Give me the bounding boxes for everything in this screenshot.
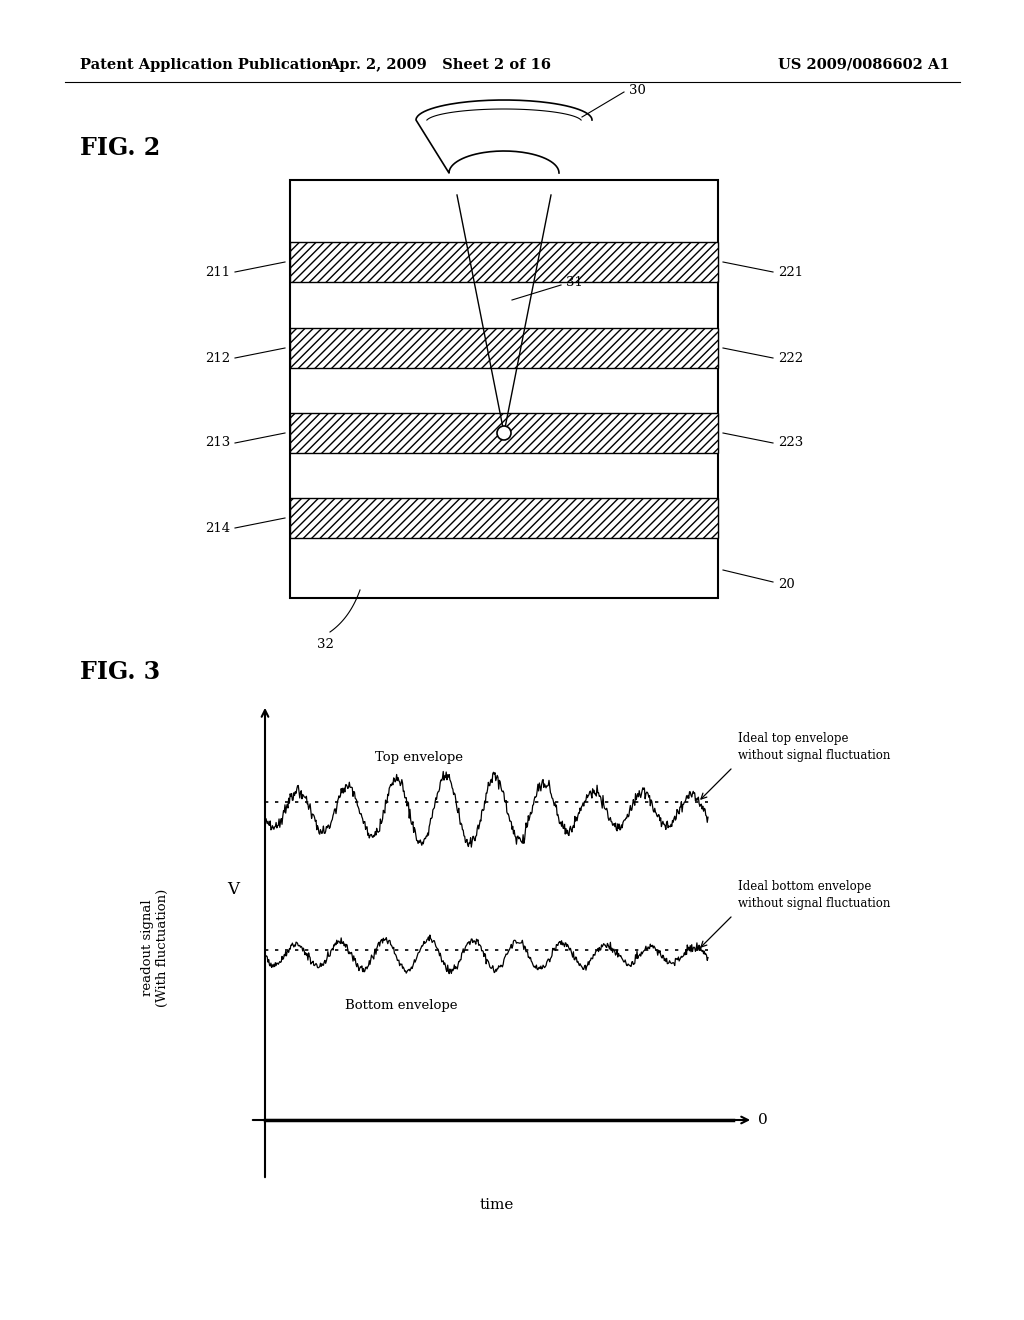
Text: time: time	[479, 1199, 514, 1212]
Text: 31: 31	[566, 276, 583, 289]
Text: 32: 32	[316, 638, 334, 651]
Text: 30: 30	[629, 83, 646, 96]
Text: Ideal top envelope
without signal fluctuation: Ideal top envelope without signal fluctu…	[738, 733, 891, 762]
Text: 212: 212	[205, 351, 230, 364]
Text: 213: 213	[205, 437, 230, 450]
Text: V: V	[227, 882, 239, 899]
Text: Patent Application Publication: Patent Application Publication	[80, 58, 332, 73]
Text: US 2009/0086602 A1: US 2009/0086602 A1	[778, 58, 950, 73]
Text: 222: 222	[778, 351, 803, 364]
Text: 211: 211	[205, 265, 230, 279]
Bar	[290, 180, 718, 598]
Text: 214: 214	[205, 521, 230, 535]
Text: 0: 0	[758, 1113, 768, 1127]
Text: Top envelope: Top envelope	[375, 751, 463, 764]
Text: 20: 20	[778, 578, 795, 591]
Text: 221: 221	[778, 265, 803, 279]
Text: Bottom envelope: Bottom envelope	[345, 998, 458, 1011]
Bar	[290, 413, 718, 453]
Text: Ideal bottom envelope
without signal fluctuation: Ideal bottom envelope without signal flu…	[738, 880, 891, 909]
Bar	[290, 498, 718, 539]
Text: FIG. 2: FIG. 2	[80, 136, 160, 160]
Text: FIG. 3: FIG. 3	[80, 660, 160, 684]
Text: Apr. 2, 2009   Sheet 2 of 16: Apr. 2, 2009 Sheet 2 of 16	[329, 58, 552, 73]
Bar	[290, 242, 718, 282]
Text: readout signal
(With fluctuation): readout signal (With fluctuation)	[141, 888, 169, 1007]
Bar	[290, 327, 718, 368]
Circle shape	[497, 426, 511, 440]
Text: 223: 223	[778, 437, 803, 450]
